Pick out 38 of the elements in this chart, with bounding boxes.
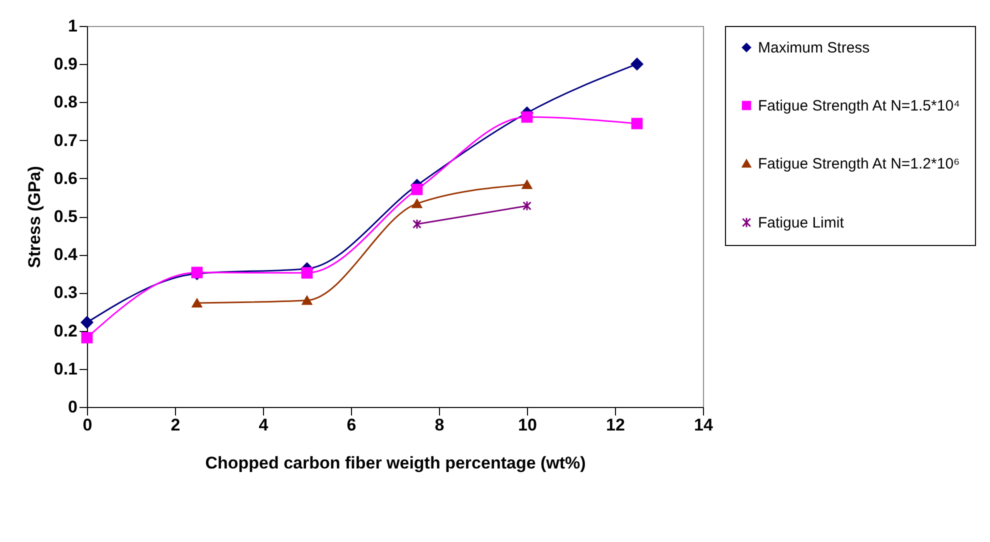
x-tick-label: 2	[170, 416, 180, 434]
x-tick-label: 4	[258, 416, 269, 434]
legend-label: Fatigue Strength At N=1.5*10⁴	[758, 98, 960, 114]
y-tick-label: 0.9	[54, 54, 78, 74]
x-axis-title: Chopped carbon fiber weigth percentage (wt%)	[205, 454, 586, 472]
legend-label: Maximum Stress	[758, 40, 870, 56]
y-tick-label: 0.8	[54, 92, 78, 112]
point	[521, 111, 533, 123]
x-tick-label: 12	[606, 416, 625, 434]
y-tick-label: 0.4	[54, 245, 78, 264]
point	[192, 298, 202, 308]
point	[411, 184, 423, 196]
legend-label: Fatigue Strength At N=1.2*10⁶	[758, 156, 960, 172]
point	[81, 332, 93, 344]
point	[630, 58, 644, 70]
point	[522, 200, 532, 212]
point	[302, 296, 312, 305]
x-tick-label: 10	[518, 416, 537, 434]
y-tick-label: 0.2	[54, 321, 78, 340]
point	[80, 316, 94, 329]
legend-label: Fatigue Limit	[758, 214, 845, 232]
x-tick-label: 0	[82, 416, 92, 434]
point	[522, 180, 532, 190]
y-tick-label: 0.5	[54, 207, 78, 226]
y-tick-label: 0.1	[54, 359, 78, 378]
point	[301, 267, 313, 279]
point	[412, 199, 422, 208]
y-tick-label: 0	[68, 398, 78, 416]
y-tick-label: 0.6	[54, 168, 78, 188]
y-axis-title: Stress (GPa)	[24, 166, 44, 268]
y-tick-label: 1	[68, 16, 78, 36]
y-tick-label: 0.3	[54, 283, 78, 302]
x-tick-label: 8	[434, 416, 444, 434]
point	[412, 218, 422, 230]
x-tick-label: 14	[694, 416, 714, 434]
point	[631, 118, 643, 130]
y-tick-label: 0.7	[54, 130, 78, 150]
x-tick-label: 6	[346, 416, 356, 434]
